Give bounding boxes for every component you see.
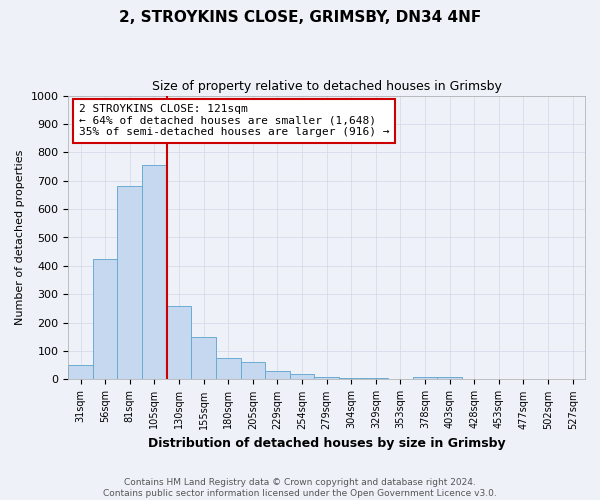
- Bar: [437, 377, 462, 380]
- Bar: [93, 259, 118, 380]
- Bar: [216, 358, 241, 380]
- Bar: [290, 374, 314, 380]
- Bar: [142, 165, 167, 380]
- Bar: [364, 378, 388, 380]
- Text: Contains HM Land Registry data © Crown copyright and database right 2024.
Contai: Contains HM Land Registry data © Crown c…: [103, 478, 497, 498]
- Bar: [241, 362, 265, 380]
- Bar: [339, 378, 364, 380]
- Bar: [265, 371, 290, 380]
- X-axis label: Distribution of detached houses by size in Grimsby: Distribution of detached houses by size …: [148, 437, 505, 450]
- Bar: [314, 376, 339, 380]
- Bar: [118, 186, 142, 380]
- Bar: [167, 306, 191, 380]
- Bar: [191, 337, 216, 380]
- Title: Size of property relative to detached houses in Grimsby: Size of property relative to detached ho…: [152, 80, 502, 93]
- Bar: [413, 377, 437, 380]
- Text: 2 STROYKINS CLOSE: 121sqm
← 64% of detached houses are smaller (1,648)
35% of se: 2 STROYKINS CLOSE: 121sqm ← 64% of detac…: [79, 104, 389, 138]
- Y-axis label: Number of detached properties: Number of detached properties: [15, 150, 25, 325]
- Text: 2, STROYKINS CLOSE, GRIMSBY, DN34 4NF: 2, STROYKINS CLOSE, GRIMSBY, DN34 4NF: [119, 10, 481, 25]
- Bar: [68, 365, 93, 380]
